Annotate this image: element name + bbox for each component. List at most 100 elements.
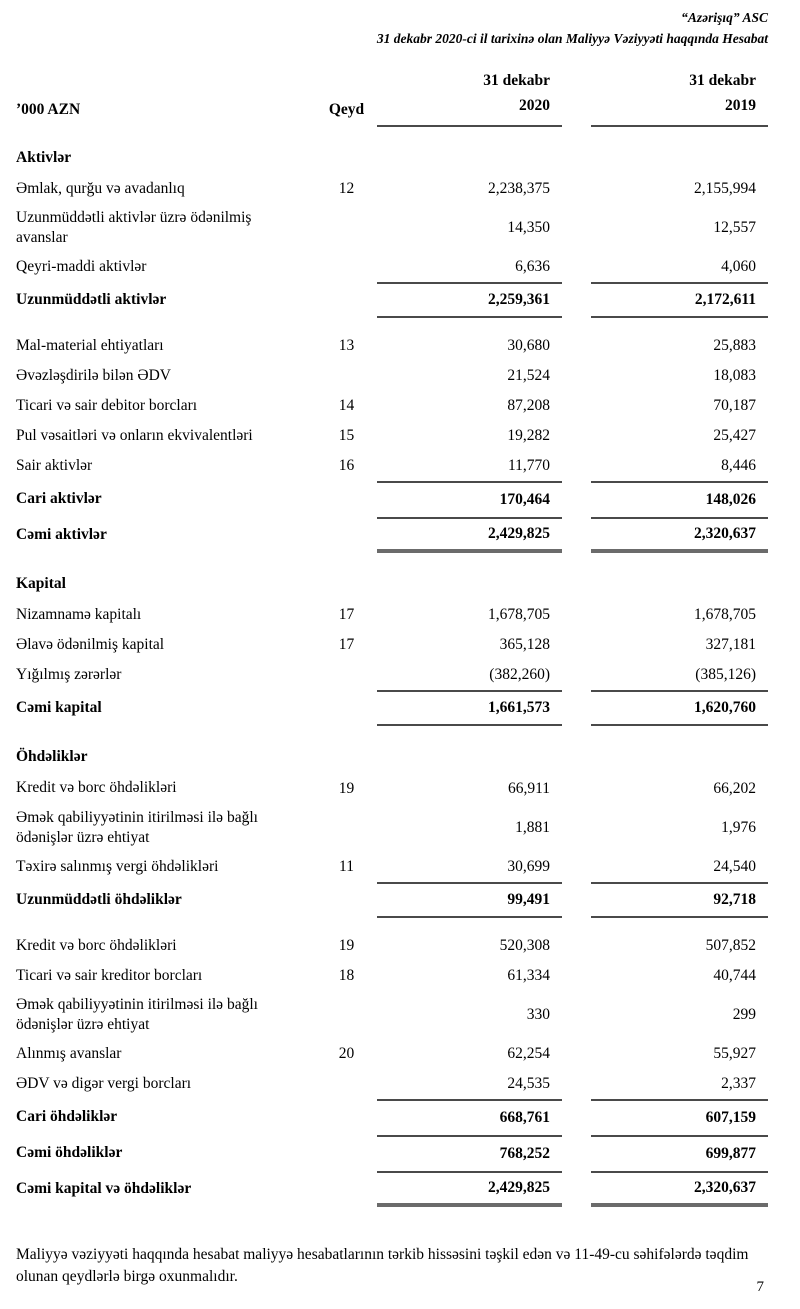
row-value-2020: 1,678,705 xyxy=(488,606,550,624)
table-row: Əlavə ödənilmiş kapital 17 365,128 327,1… xyxy=(16,630,768,660)
row-label: Nizamnamə kapitalı xyxy=(16,606,142,624)
row-label: Alınmış avanslar xyxy=(16,1045,122,1063)
row-value-2020: 21,524 xyxy=(507,367,550,385)
table-row: Nizamnamə kapitalı 17 1,678,705 1,678,70… xyxy=(16,600,768,630)
row-note xyxy=(316,1080,377,1088)
page-number: 7 xyxy=(756,1279,765,1295)
row-value-2019 xyxy=(591,743,768,771)
row-note xyxy=(316,580,377,588)
row-value-2020: 170,464 xyxy=(377,481,562,517)
table-row: Qeyri-maddi aktivlər 6,636 4,060 xyxy=(16,252,768,282)
row-label: Kredit və borc öhdəlikləri xyxy=(16,779,177,797)
table-row: Uzunmüddətli öhdəliklər 99,491 92,718 xyxy=(16,881,768,918)
table-row: Əmək qabiliyyətinin itirilməsi ilə bağlı… xyxy=(16,991,768,1039)
row-label: Kredit və borc öhdəlikləri xyxy=(16,936,177,954)
row-value-2019: 70,187 xyxy=(713,397,756,415)
row-value-2020: 1,661,573 xyxy=(377,690,562,727)
row-note: 15 xyxy=(338,427,355,445)
column-spacer xyxy=(562,961,591,991)
row-value-2019: 40,744 xyxy=(713,966,756,984)
row-value-2019: 66,202 xyxy=(713,779,756,797)
table-row: Kredit və borc öhdəlikləri 19 520,308 50… xyxy=(16,931,768,961)
column-spacer xyxy=(562,882,591,918)
table-row: Təxirə salınmış vergi öhdəlikləri 11 30,… xyxy=(16,852,768,882)
row-value-2019: 2,320,637 xyxy=(591,1171,768,1208)
row-label: Ticari və sair debitor borcları xyxy=(16,397,198,415)
row-value-2020: 66,911 xyxy=(507,779,550,797)
row-note xyxy=(316,671,377,679)
column-spacer xyxy=(562,391,591,421)
row-value-2019: 4,060 xyxy=(721,258,756,276)
row-value-2019: 2,155,994 xyxy=(694,179,756,197)
column-spacer xyxy=(562,570,591,598)
row-label: Kapital xyxy=(16,575,66,593)
row-note xyxy=(316,372,377,380)
row-note xyxy=(316,1011,377,1019)
row-label: Əvəzləşdirilə bilən ƏDV xyxy=(16,367,171,385)
column-spacer xyxy=(562,331,591,361)
row-label: Aktivlər xyxy=(16,148,72,166)
table-row: Yığılmış zərərlər (382,260) (385,126) xyxy=(16,660,768,690)
row-note xyxy=(316,495,377,503)
row-label: Əlavə ödənilmiş kapital xyxy=(16,636,165,654)
row-label: Qeyri-maddi aktivlər xyxy=(16,258,147,276)
column-spacer xyxy=(562,1171,591,1207)
column-spacer xyxy=(562,68,591,127)
row-value-2020 xyxy=(377,570,562,598)
row-value-2019: 25,883 xyxy=(713,337,756,355)
column-spacer xyxy=(562,660,591,690)
unit-label: ’000 AZN xyxy=(16,100,81,118)
column-spacer xyxy=(562,481,591,517)
row-value-2020: 99,491 xyxy=(377,881,562,918)
row-value-2020: 30,680 xyxy=(507,337,550,355)
row-label: Cəmi aktivlər xyxy=(16,526,107,544)
row-label: Uzunmüddətli aktivlər üzrə ödənilmiş ava… xyxy=(16,208,252,247)
row-value-2020: 62,254 xyxy=(507,1045,550,1063)
row-value-2020 xyxy=(377,743,562,771)
column-spacer xyxy=(562,361,591,391)
report-title: 31 dekabr 2020-ci il tarixinə olan Maliy… xyxy=(376,30,768,46)
row-value-2019: 24,540 xyxy=(713,857,756,875)
column-spacer xyxy=(562,804,591,852)
row-value-2020: 61,334 xyxy=(507,966,550,984)
row-label: Cəmi öhdəliklər xyxy=(16,1144,123,1162)
row-label: Əmlak, qurğu və avadanlıq xyxy=(16,179,185,197)
row-note xyxy=(316,263,377,271)
table-row: Alınmış avanslar 20 62,254 55,927 xyxy=(16,1039,768,1069)
row-value-2019: 1,976 xyxy=(721,818,756,836)
table-row: Öhdəliklər xyxy=(16,743,768,771)
row-value-2020 xyxy=(377,144,562,172)
row-value-2019: 2,337 xyxy=(721,1075,756,1093)
row-value-2019: 327,181 xyxy=(705,636,756,654)
row-value-2020: 1,881 xyxy=(515,818,550,836)
row-note: 12 xyxy=(338,179,355,197)
row-value-2019: 299 xyxy=(732,1005,756,1023)
row-value-2019: 1,678,705 xyxy=(694,606,756,624)
row-label: Mal-material ehtiyatları xyxy=(16,337,164,355)
row-label: Uzunmüddətli öhdəliklər xyxy=(16,890,182,908)
row-label: Cari öhdəliklər xyxy=(16,1108,118,1126)
row-note xyxy=(316,824,377,832)
row-note xyxy=(316,704,377,712)
row-label: Öhdəliklər xyxy=(16,748,88,766)
row-note: 19 xyxy=(338,779,355,797)
row-note: 17 xyxy=(338,606,355,624)
row-note: 19 xyxy=(338,936,355,954)
column-header-2020-line2: 2020 xyxy=(519,96,550,114)
table-row: ƏDV və digər vergi borcları 24,535 2,337 xyxy=(16,1069,768,1099)
table-row: Mal-material ehtiyatları 13 30,680 25,88… xyxy=(16,331,768,361)
table-row: Ticari və sair debitor borcları 14 87,20… xyxy=(16,391,768,421)
table-body: Aktivlər Əmlak, qurğu və avadanlıq 12 2,… xyxy=(16,144,768,1208)
column-spacer xyxy=(562,174,591,204)
row-note xyxy=(316,753,377,761)
column-header-2019-line2: 2019 xyxy=(725,96,756,114)
row-label: Cəmi kapital və öhdəliklər xyxy=(16,1180,192,1198)
column-spacer xyxy=(562,1069,591,1099)
table-row: Pul vəsaitləri və onların ekvivalentləri… xyxy=(16,421,768,451)
table-row: Kredit və borc öhdəlikləri 19 66,911 66,… xyxy=(16,774,768,804)
table-row: Ticari və sair kreditor borcları 18 61,3… xyxy=(16,961,768,991)
column-spacer xyxy=(562,1135,591,1171)
table-row: Cəmi kapital və öhdəliklər 2,429,825 2,3… xyxy=(16,1171,768,1208)
row-value-2019: 507,852 xyxy=(705,936,756,954)
column-spacer xyxy=(562,690,591,726)
